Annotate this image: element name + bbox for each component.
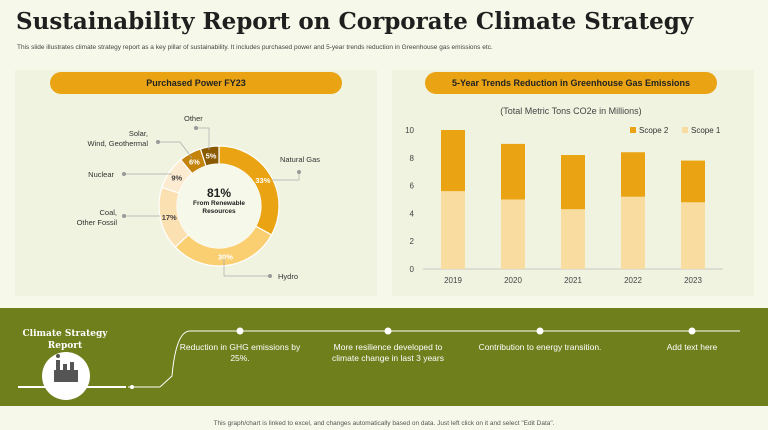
timeline-point-2: More resilience developed to climate cha… <box>332 342 444 363</box>
x-tick-2021: 2021 <box>564 276 582 285</box>
bar-2021-scope-1 <box>561 209 585 269</box>
callout-line-solar <box>158 141 193 159</box>
bar-2022-scope-2 <box>621 152 645 197</box>
callout-solar-line1: Solar, <box>129 129 148 138</box>
donut-hole <box>177 164 261 248</box>
bar-legend: Scope 2 Scope 1 <box>630 126 721 135</box>
donut-slice-label-solar-wind-geothermal: 6% <box>189 157 200 166</box>
legend-swatch-scope2 <box>630 127 636 133</box>
bar-x-ticks: 2019 2020 2021 2022 2023 <box>444 276 702 285</box>
donut-slice-labels: 33% 30% 17% 9% 6% 5% <box>162 152 271 262</box>
callout-coal-line1: Coal, <box>99 208 117 217</box>
donut-slice-label-hydro: 30% <box>218 253 233 262</box>
timeline-line <box>159 330 740 388</box>
donut-callout-lines <box>124 127 300 277</box>
donut-center-value: 81% <box>207 186 231 200</box>
callout-dot-coal <box>122 214 126 218</box>
bar-2022-scope-1 <box>621 196 645 269</box>
callout-dot-natural-gas <box>297 170 301 174</box>
bar-2020-scope-2 <box>501 143 525 200</box>
donut-center-label-wrap: From Renewable Resources <box>192 200 245 215</box>
callout-dot-hydro <box>268 274 272 278</box>
bar-y-ticks: 0 2 4 6 8 10 <box>405 126 414 274</box>
y-tick-2: 2 <box>410 237 415 246</box>
donut-slice-label-coal-other-fossil: 17% <box>162 213 177 222</box>
x-tick-2022: 2022 <box>624 276 642 285</box>
donut-callout-dots <box>122 126 301 278</box>
callout-line-other <box>196 127 210 150</box>
factory-icon <box>54 354 78 382</box>
bar-2023-scope-1 <box>681 202 705 269</box>
timeline-point-4: Add text here <box>666 342 718 352</box>
x-tick-2023: 2023 <box>684 276 702 285</box>
band-title: Climate Strategy Report <box>22 329 108 351</box>
page-subtitle: This slide illustrates climate strategy … <box>17 44 493 51</box>
bar-2019-scope-1 <box>441 191 465 269</box>
donut-chart-title: Purchased Power FY23 <box>50 72 342 94</box>
bar-marks <box>441 130 705 269</box>
legend-swatch-scope1 <box>682 127 688 133</box>
donut-inner-hole <box>177 164 261 248</box>
callout-dot-solar <box>156 140 160 144</box>
callout-other: Other <box>184 114 203 123</box>
timeline-dot-2 <box>384 327 392 335</box>
bar-chart-ylabel: (Total Metric Tons CO2e in Millions) <box>500 106 641 116</box>
bar-2020-scope-1 <box>501 199 525 269</box>
y-tick-10: 10 <box>405 126 414 135</box>
timeline-point-3: Contribution to energy transition. <box>478 342 602 352</box>
bar-2019-scope-2 <box>441 130 465 192</box>
y-tick-0: 0 <box>410 265 415 274</box>
timeline-dot-3 <box>536 327 544 335</box>
legend-label-scope2: Scope 2 <box>639 126 669 135</box>
callout-dot-other <box>194 126 198 130</box>
timeline-dots <box>236 327 696 335</box>
bar-2023-scope-2 <box>681 160 705 203</box>
bar-2021-scope-2 <box>561 155 585 210</box>
callout-natural-gas: Natural Gas <box>280 155 320 164</box>
timeline-point-1: Reduction in GHG emissions by 25%. <box>179 342 301 363</box>
legend-label-scope1: Scope 1 <box>691 126 721 135</box>
callout-coal-line2: Other Fossil <box>77 218 118 227</box>
strategy-band <box>0 308 768 406</box>
donut-slice-label-nuclear: 9% <box>171 173 182 182</box>
timeline-start-dot <box>130 385 134 389</box>
callout-hydro: Hydro <box>278 272 298 281</box>
y-tick-6: 6 <box>410 182 415 191</box>
y-tick-8: 8 <box>410 154 415 163</box>
y-tick-4: 4 <box>410 209 415 218</box>
page-title: Sustainability Report on Corporate Clima… <box>16 8 694 35</box>
timeline-dot-4 <box>688 327 696 335</box>
callout-line-natural-gas <box>272 172 300 181</box>
x-tick-2019: 2019 <box>444 276 462 285</box>
bar-chart-title: 5-Year Trends Reduction in Greenhouse Ga… <box>425 72 717 94</box>
donut-center-label: From Renewable Resources <box>192 200 245 215</box>
callout-nuclear: Nuclear <box>88 170 114 179</box>
callout-dot-nuclear <box>122 172 126 176</box>
footer-note: This graph/chart is linked to excel, and… <box>213 420 555 427</box>
donut-slice-label-other: 5% <box>206 152 217 161</box>
timeline-dot-1 <box>236 327 244 335</box>
callout-solar-line2: Wind, Geothermal <box>88 139 149 148</box>
x-tick-2020: 2020 <box>504 276 522 285</box>
callout-line-hydro <box>223 258 270 277</box>
donut-slice-label-natural-gas: 33% <box>255 176 270 185</box>
